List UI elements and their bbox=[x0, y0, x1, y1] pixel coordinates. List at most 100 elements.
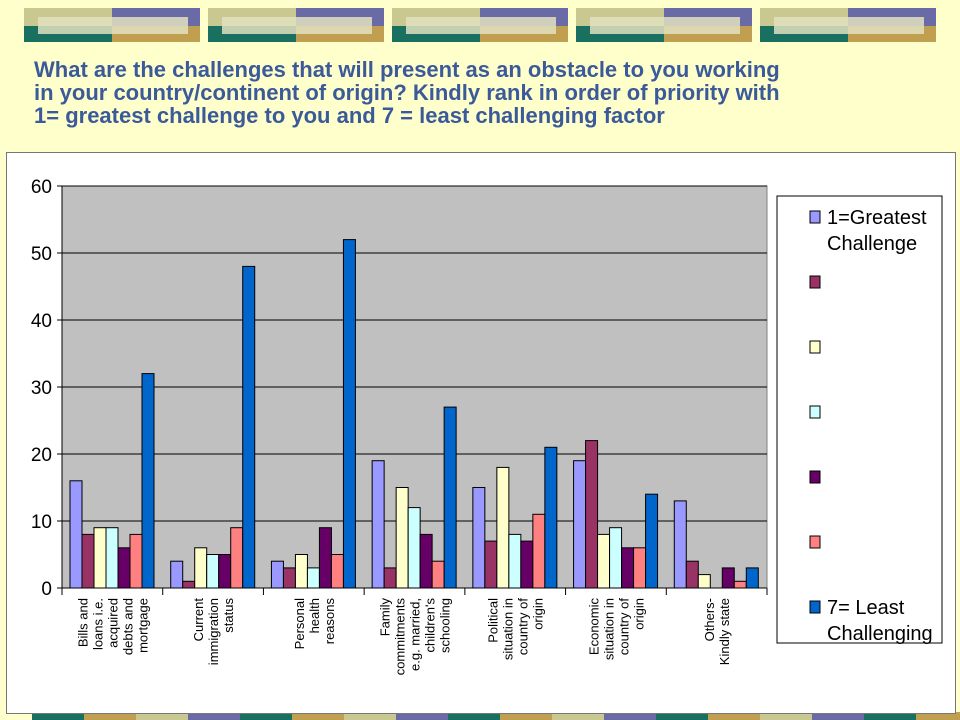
bar bbox=[383, 567, 397, 589]
y-tick-label: 50 bbox=[31, 244, 52, 265]
bar bbox=[585, 440, 599, 589]
bar bbox=[508, 533, 522, 589]
category-label-line: acquired bbox=[105, 598, 120, 648]
category-label-line: reasons bbox=[322, 598, 337, 645]
legend-swatch bbox=[809, 535, 821, 549]
bar bbox=[733, 580, 747, 589]
category-label-line: children's bbox=[423, 598, 438, 653]
bar bbox=[520, 540, 534, 589]
bar bbox=[182, 580, 196, 589]
title-line-2: in your country/continent of origin? Kin… bbox=[34, 80, 780, 105]
banner-block bbox=[406, 17, 556, 34]
bar bbox=[544, 446, 558, 589]
chart-frame: 0 10 20 30 40 50 60 Bills and loans i.e. acquired… bbox=[6, 152, 956, 714]
bar bbox=[371, 460, 385, 589]
bar bbox=[81, 533, 95, 589]
category-label-line: origin bbox=[531, 598, 546, 630]
legend-swatch bbox=[809, 405, 821, 419]
category-label-line: debts and bbox=[120, 598, 135, 655]
category-label-line: immigration bbox=[206, 598, 221, 665]
bar bbox=[69, 480, 83, 589]
bar bbox=[721, 567, 735, 589]
bar bbox=[697, 574, 711, 589]
bar bbox=[318, 527, 332, 589]
bar bbox=[407, 507, 421, 589]
title-line-1: What are the challenges that will presen… bbox=[34, 57, 780, 82]
bar bbox=[431, 560, 445, 589]
bar bbox=[745, 567, 759, 589]
bar bbox=[330, 554, 344, 589]
category-label-line: loans i.e. bbox=[90, 598, 105, 650]
category-label-line: Others- bbox=[702, 598, 717, 641]
legend-swatch bbox=[809, 210, 821, 224]
bar bbox=[645, 493, 659, 589]
banner-block bbox=[222, 17, 372, 34]
page-title: What are the challenges that will presen… bbox=[34, 58, 954, 127]
bar bbox=[633, 547, 647, 589]
y-tick-label: 30 bbox=[31, 378, 52, 399]
bar bbox=[129, 533, 143, 589]
title-line-3: 1= greatest challenge to you and 7 = lea… bbox=[34, 103, 665, 128]
category-label-line: situation in bbox=[601, 598, 616, 660]
category-label-line: situation in bbox=[501, 598, 516, 660]
category-label-line: country of bbox=[516, 598, 531, 655]
category-label: Others- Kindly state bbox=[702, 598, 732, 665]
bar bbox=[230, 527, 244, 589]
bar bbox=[294, 554, 308, 589]
legend-label: Challenging bbox=[827, 623, 933, 645]
bar bbox=[218, 554, 232, 589]
category-label: Economic situation in country of origin bbox=[586, 598, 646, 661]
bar bbox=[342, 239, 356, 589]
bar bbox=[105, 527, 119, 589]
bar bbox=[484, 540, 498, 589]
category-label: Family commitments e.g. married, children's… bbox=[378, 598, 453, 676]
category-label-line: Political bbox=[486, 598, 501, 643]
y-tick-label: 10 bbox=[31, 512, 52, 533]
bar bbox=[93, 527, 107, 589]
bar bbox=[306, 567, 320, 589]
bar bbox=[282, 567, 296, 589]
category-label-line: commitments bbox=[393, 598, 408, 676]
bar bbox=[673, 500, 687, 589]
category-label: Bills and loans i.e. acquired debts and mort… bbox=[75, 598, 150, 655]
category-label-line: Bills and bbox=[75, 598, 90, 647]
bar bbox=[573, 460, 587, 589]
y-tick-label: 40 bbox=[31, 311, 52, 332]
bar bbox=[419, 533, 433, 589]
bar bbox=[532, 513, 546, 589]
y-tick-label: 0 bbox=[41, 579, 52, 600]
bar bbox=[443, 406, 457, 589]
legend: 1=Greatest Challenge 7= Least Challenging bbox=[776, 195, 943, 645]
bar bbox=[685, 560, 699, 589]
bar bbox=[395, 487, 409, 589]
category-label-line: Economic bbox=[586, 598, 601, 656]
category-label-line: Kindly state bbox=[717, 598, 732, 665]
banner-block bbox=[38, 17, 188, 34]
category-label-line: Current bbox=[191, 598, 206, 642]
legend-label: Challenge bbox=[827, 233, 917, 255]
bar bbox=[621, 547, 635, 589]
category-label-line: e.g. married, bbox=[408, 598, 423, 671]
category-label: Current immigration status bbox=[191, 598, 236, 666]
category-label-line: schooling bbox=[438, 598, 453, 653]
category-label-line: status bbox=[221, 598, 236, 633]
y-tick-label: 60 bbox=[31, 177, 52, 198]
y-tick-label: 20 bbox=[31, 445, 52, 466]
bar bbox=[170, 560, 184, 589]
bar bbox=[472, 487, 486, 589]
category-label: Political situation in country of origin bbox=[486, 598, 546, 661]
bar-chart: 0 10 20 30 40 50 60 Bills and loans i.e. acquired… bbox=[31, 177, 943, 676]
bar bbox=[242, 265, 256, 589]
legend-swatch bbox=[809, 340, 821, 354]
legend-label: 1=Greatest bbox=[827, 207, 927, 229]
category-label-line: Personal bbox=[292, 598, 307, 649]
legend-swatch bbox=[809, 275, 821, 289]
bar bbox=[194, 547, 208, 589]
bar bbox=[141, 373, 155, 589]
legend-label: 7= Least bbox=[827, 597, 905, 619]
category-label-line: health bbox=[307, 598, 322, 633]
category-label: Personal health reasons bbox=[292, 598, 337, 650]
banner-block bbox=[590, 17, 740, 34]
bar bbox=[496, 466, 510, 589]
bar bbox=[609, 527, 623, 589]
